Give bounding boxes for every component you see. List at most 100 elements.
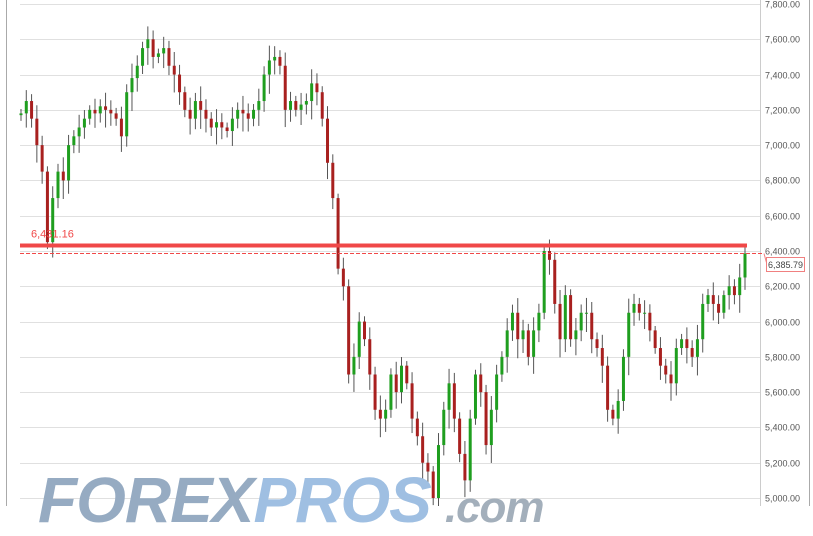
candle [199,86,203,129]
candle-body [452,383,456,419]
candle-body [458,418,462,454]
candle [40,135,44,184]
candle [606,356,610,422]
candle-body [722,295,726,313]
candle [632,293,636,326]
candle-body [141,48,145,66]
candle [685,327,689,364]
candle-body [669,374,673,384]
candle-body [389,374,393,410]
candle [135,55,139,92]
candle-body [151,39,155,57]
candle-body [732,286,736,296]
candle [447,368,451,429]
candle [246,103,250,132]
candle-body [384,409,388,419]
candle-body [431,471,435,498]
levels: 6,431.16 6,385.79 [20,229,805,272]
candle-body [56,171,60,199]
candle [405,361,409,390]
candle-body [262,74,266,102]
candle-body [442,409,446,446]
candle [56,163,60,209]
candle [611,404,615,426]
candle [82,110,86,139]
candle-body [172,65,176,75]
candle-body [125,92,129,137]
candle [384,399,388,432]
candle-body [363,321,367,340]
candle [183,86,187,118]
candle [352,343,356,392]
candle [172,51,176,93]
candle [399,357,403,404]
y-tick-label: 5,800.00 [765,353,800,363]
candle [193,92,197,130]
candle-body [505,330,509,357]
candle-body [632,303,636,313]
candle [109,100,113,126]
logo-part1: FOREX [38,464,254,536]
candle [558,289,562,358]
candle [283,52,287,128]
candle [706,288,710,312]
candle-body [241,109,245,114]
candle [88,105,92,125]
y-tick-label: 5,600.00 [765,388,800,398]
candle [442,401,446,456]
candle [690,340,694,367]
support-level-line [20,243,747,248]
level-label: 6,431.16 [31,229,74,241]
candle [389,368,393,418]
candle [336,193,340,275]
gridlines [20,4,760,499]
candle-body [320,92,324,119]
candle-body [447,383,451,410]
candle-body [67,145,71,181]
candle [215,109,219,145]
candle-body [463,453,467,481]
candle [717,295,721,324]
candle-body [727,286,731,296]
candle-body [558,303,562,340]
y-tick-label: 6,800.00 [765,176,800,186]
candle [532,317,536,374]
candle [167,40,171,76]
candle-body [24,101,28,114]
y-tick-label: 7,000.00 [765,141,800,151]
candle-body [119,118,123,137]
candle-body [405,365,409,384]
candle-body [468,418,472,481]
candle-body [252,109,256,119]
candle [500,351,504,382]
candle-body [347,286,351,375]
candle-body [331,162,335,199]
candle [67,134,71,194]
logo-part2: PROS [253,464,431,536]
candle [130,63,134,112]
candle-body [680,339,684,349]
candle-body [109,109,113,114]
candle-body [215,122,219,128]
candle-body [352,356,356,375]
candle-body [230,118,234,132]
candle [241,95,245,132]
candle [495,364,499,423]
candle-body [93,109,97,114]
candle-body [653,330,657,349]
candle [643,300,647,330]
candle [463,441,467,498]
candle-body [436,445,440,498]
candle [521,319,525,353]
candle-body [357,321,361,357]
candle-body [326,118,330,163]
candle-body [88,109,92,119]
candle [209,112,213,136]
candle [595,332,599,357]
candle-body [183,92,187,110]
candle-body [246,113,250,119]
candle-body [146,39,150,49]
candle [326,106,330,180]
candle-body [336,198,340,269]
candle [98,99,102,123]
